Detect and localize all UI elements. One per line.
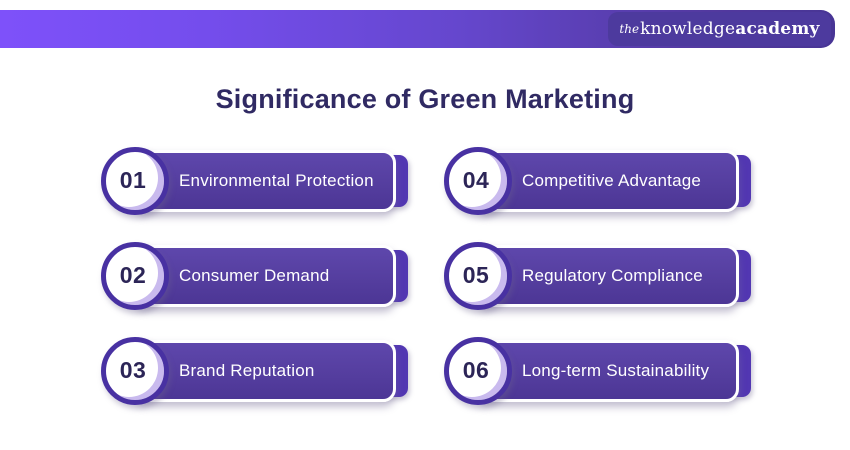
item-label: Consumer Demand — [179, 266, 330, 286]
item-label: Long-term Sustainability — [522, 361, 710, 381]
number-badge: 03 — [101, 337, 169, 405]
number-badge: 01 — [101, 147, 169, 215]
item-number: 01 — [119, 166, 147, 193]
banner-pill — [476, 150, 739, 212]
page-title: Significance of Green Marketing — [215, 84, 635, 114]
list-item-regulatory-compliance: Regulatory Compliance 05 — [444, 242, 751, 310]
item-label: Environmental Protection — [179, 171, 374, 191]
logo-word-knowledge: knowledge — [640, 19, 736, 39]
list-item-environmental-protection: Environmental Protection 01 — [101, 147, 408, 215]
list-item-consumer-demand: Consumer Demand 02 — [101, 242, 408, 310]
item-label: Brand Reputation — [179, 361, 315, 381]
logo-word-academy: academy — [735, 19, 820, 39]
item-number: 06 — [462, 356, 490, 383]
logo-prefix: the — [619, 22, 640, 36]
item-number: 02 — [119, 261, 147, 288]
item-label: Regulatory Compliance — [522, 266, 703, 286]
banner-pill — [133, 340, 396, 402]
item-number: 05 — [462, 261, 490, 288]
item-label: Competitive Advantage — [522, 171, 702, 191]
number-badge: 05 — [444, 242, 512, 310]
knowledge-academy-logo: the knowledge academy — [608, 12, 831, 46]
number-badge: 02 — [101, 242, 169, 310]
item-number: 03 — [119, 356, 147, 383]
list-item-long-term-sustainability: Long-term Sustainability 06 — [444, 337, 751, 405]
item-number: 04 — [462, 166, 490, 193]
banner-pill — [476, 245, 739, 307]
number-badge: 04 — [444, 147, 512, 215]
number-badge: 06 — [444, 337, 512, 405]
list-item-competitive-advantage: Competitive Advantage 04 — [444, 147, 751, 215]
items-grid: Environmental Protection 01 Consumer Dem… — [101, 147, 751, 405]
list-item-brand-reputation: Brand Reputation 03 — [101, 337, 408, 405]
